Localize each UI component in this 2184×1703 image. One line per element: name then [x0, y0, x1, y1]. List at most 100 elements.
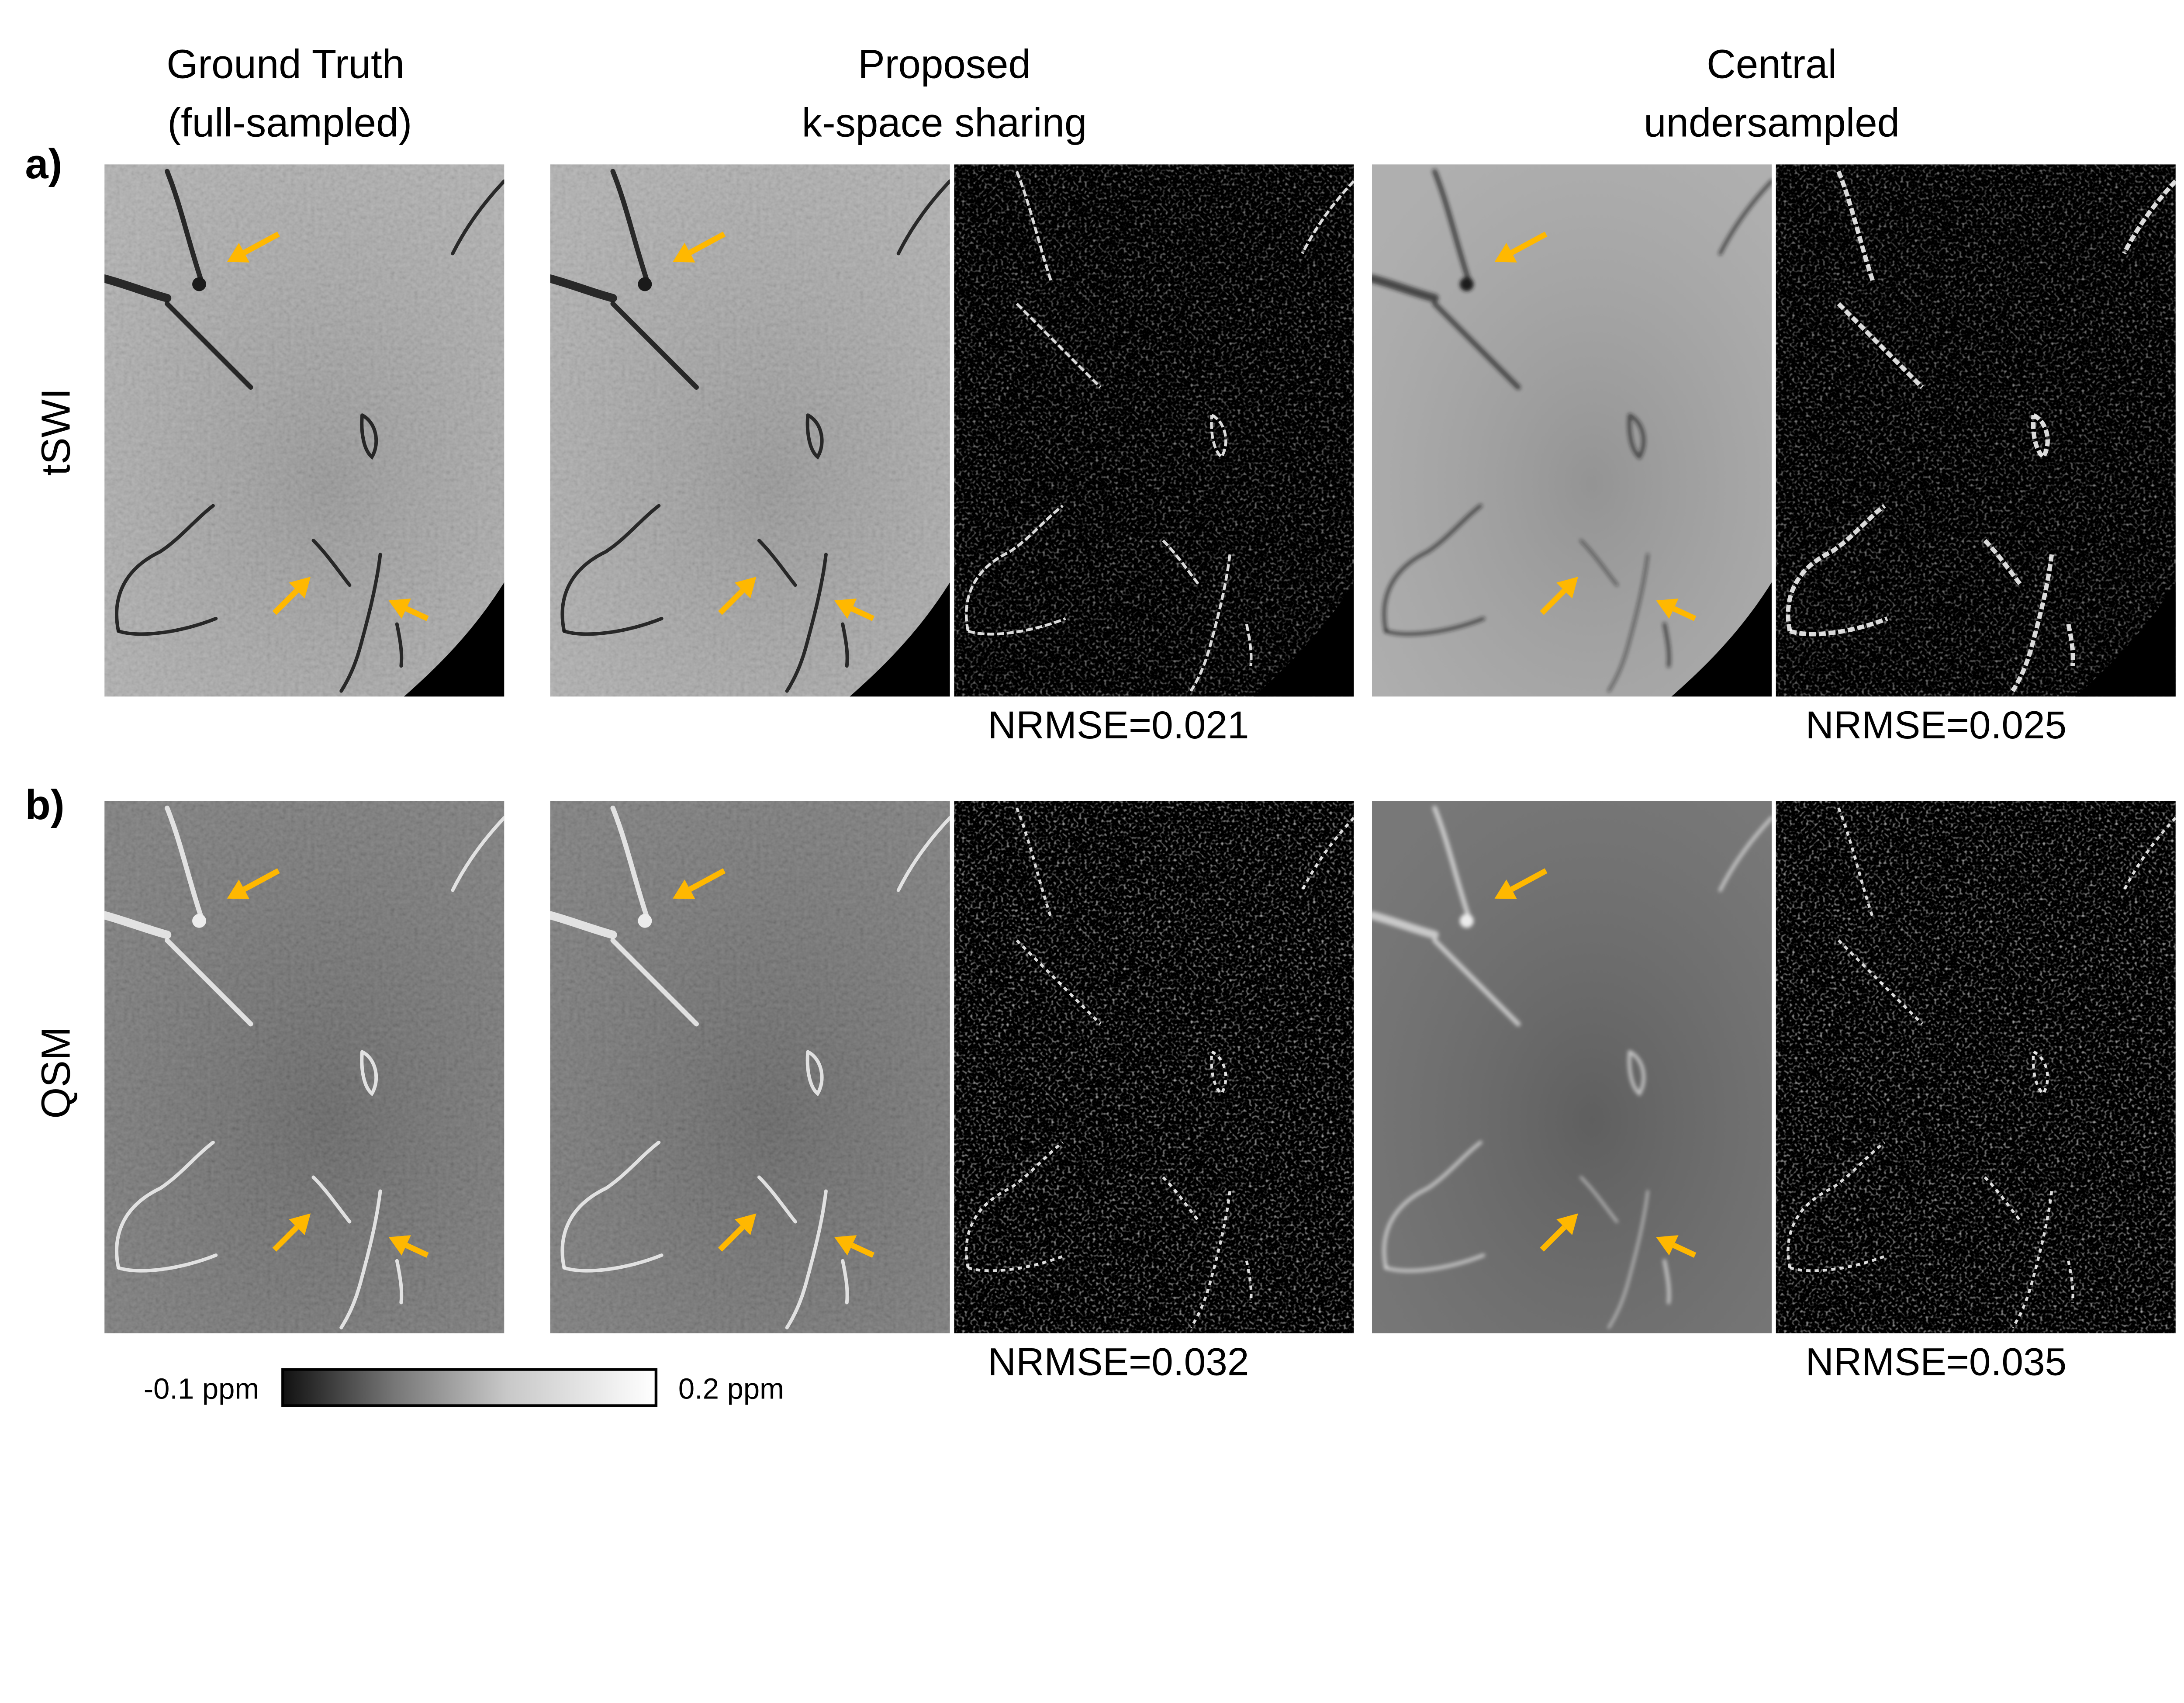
vessel [560, 504, 661, 633]
arrow-icon [1494, 242, 1517, 263]
arrow-shaft [1673, 606, 1697, 621]
error-vessel [968, 1254, 1066, 1272]
vessel [1432, 301, 1521, 390]
background-corner [1253, 582, 1354, 697]
vessel [117, 1253, 218, 1273]
error-vessel [1786, 504, 1886, 632]
arrow-shaft [1510, 232, 1548, 255]
error-vessel [1162, 1176, 1201, 1223]
vessel [104, 274, 172, 302]
qsm-central-image [1372, 801, 1772, 1333]
vessel [451, 816, 505, 892]
nrmse-tswi-central: NRMSE=0.025 [1805, 703, 2067, 747]
vessel [165, 169, 204, 285]
background-corner [850, 582, 950, 697]
vessel-blob [638, 914, 652, 928]
vessel [610, 169, 650, 285]
arrow-icon [673, 242, 695, 263]
error-vessel [2011, 1191, 2053, 1329]
error-vessel [1301, 817, 1354, 891]
error-vessel [1210, 414, 1227, 459]
error-vessel [2066, 623, 2075, 666]
error-vessel [1983, 539, 2023, 587]
vessel [104, 911, 172, 939]
arrow-icon [834, 1235, 857, 1256]
qsm-central-error-image [1776, 801, 2176, 1333]
vessel [562, 616, 663, 636]
tswi-central-image [1372, 164, 1772, 697]
vessel [562, 1253, 663, 1273]
arrow-shaft [718, 588, 745, 615]
vessel [757, 539, 797, 587]
arrow-icon [1656, 1235, 1679, 1256]
vessel-blob [1459, 277, 1474, 291]
vessel [1432, 805, 1472, 922]
vessel [165, 938, 253, 1027]
vessel [785, 553, 828, 693]
colorbar [281, 1368, 658, 1407]
column-header-ground-truth: Ground Truth [166, 42, 404, 87]
qsm-proposed-image [550, 801, 950, 1333]
vessel [1607, 1190, 1649, 1329]
column-subheader-ground-truth: (full-sampled) [167, 100, 412, 145]
arrow-shaft [272, 1225, 299, 1252]
vessel [896, 179, 950, 256]
arrow-shaft [405, 1243, 429, 1258]
vessel [1382, 504, 1482, 633]
vessel [1662, 1259, 1671, 1305]
vessel [610, 805, 650, 922]
figure: Ground Truth (full-sampled) Proposed k-s… [25, 42, 2176, 1407]
vessel [550, 911, 617, 939]
arrow-icon [388, 599, 411, 619]
vessel [165, 805, 204, 922]
column-header-proposed: Proposed [858, 42, 1031, 87]
error-vessel [1162, 539, 1201, 586]
arrow-icon [227, 242, 250, 263]
error-vessel [965, 504, 1064, 632]
vessel [339, 1189, 382, 1329]
vessel [360, 1050, 378, 1097]
arrow-shaft [718, 1225, 745, 1252]
vessel [1628, 413, 1645, 460]
error-vessel [1210, 1050, 1227, 1096]
vessel [805, 1050, 824, 1097]
vessel [1662, 622, 1671, 668]
panel-label-a: a) [25, 141, 62, 187]
colorbar-max-label: 0.2 ppm [678, 1373, 784, 1405]
error-vessel [968, 617, 1066, 636]
vessel [805, 413, 824, 460]
qsm-proposed-error-image [954, 801, 1354, 1333]
vessel [165, 301, 253, 390]
error-vessel [1984, 1176, 2022, 1223]
vessel [1372, 274, 1439, 302]
error-vessel [1245, 623, 1253, 666]
tswi-proposed-error-image [954, 164, 1354, 697]
arrow-shaft [688, 232, 726, 255]
vessel [610, 938, 699, 1027]
vessel [1718, 816, 1772, 892]
error-vessel [1016, 302, 1102, 388]
arrow-shaft [243, 232, 280, 255]
nrmse-qsm-proposed: NRMSE=0.032 [988, 1340, 1249, 1383]
vessel [1382, 1140, 1482, 1270]
error-vessel [1015, 171, 1053, 284]
vessel [757, 1175, 797, 1224]
vessel [360, 413, 378, 460]
vessel [311, 539, 352, 587]
arrow-shaft [688, 868, 726, 892]
vessel [896, 816, 950, 892]
vessel [610, 301, 699, 390]
arrow-shaft [272, 588, 299, 615]
vessel-blob [638, 277, 652, 291]
arrow-shaft [1540, 1225, 1566, 1252]
arrow-icon [1494, 879, 1517, 899]
vessel [841, 1259, 849, 1305]
vessel [1718, 179, 1772, 256]
arrow-icon [834, 599, 857, 619]
arrow-icon [388, 1235, 411, 1256]
colorbar-min-label: -0.1 ppm [144, 1373, 259, 1405]
vessel [1628, 1050, 1645, 1097]
qsm-ground-truth-image [104, 801, 505, 1333]
vessel-blob [192, 914, 206, 928]
vessel [115, 504, 215, 633]
